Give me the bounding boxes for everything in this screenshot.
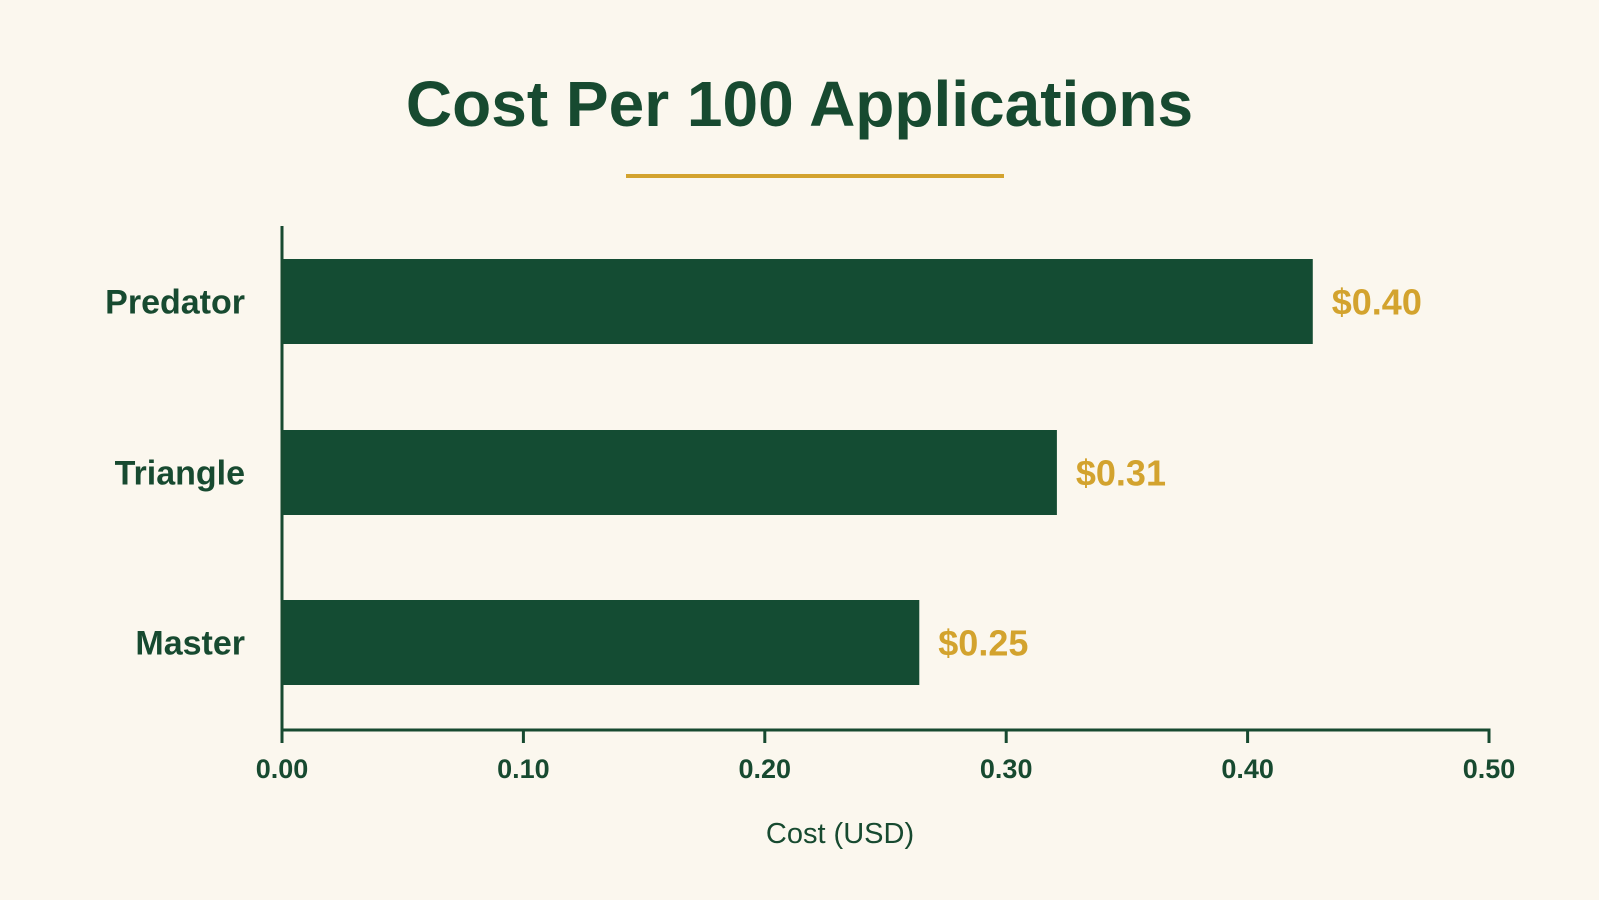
category-label-predator: Predator	[105, 284, 245, 322]
bar-triangle	[282, 430, 1057, 515]
category-label-triangle: Triangle	[115, 455, 245, 493]
x-tick-label-0.20: 0.20	[739, 754, 792, 784]
x-axis-title: Cost (USD)	[766, 818, 914, 850]
data-label-master: $0.25	[938, 623, 1028, 664]
x-tick-label-0.40: 0.40	[1221, 754, 1274, 784]
data-label-predator: $0.40	[1332, 282, 1422, 323]
title-underline	[626, 174, 1004, 178]
x-tick-label-0.30: 0.30	[980, 754, 1033, 784]
category-label-master: Master	[135, 625, 245, 663]
bar-predator	[282, 259, 1313, 344]
x-tick-label-0.00: 0.00	[256, 754, 309, 784]
data-label-triangle: $0.31	[1076, 453, 1166, 494]
x-tick-label-0.50: 0.50	[1463, 754, 1516, 784]
chart-title: Cost Per 100 Applications	[405, 68, 1194, 140]
x-tick-label-0.10: 0.10	[497, 754, 550, 784]
bar-master	[282, 600, 920, 685]
